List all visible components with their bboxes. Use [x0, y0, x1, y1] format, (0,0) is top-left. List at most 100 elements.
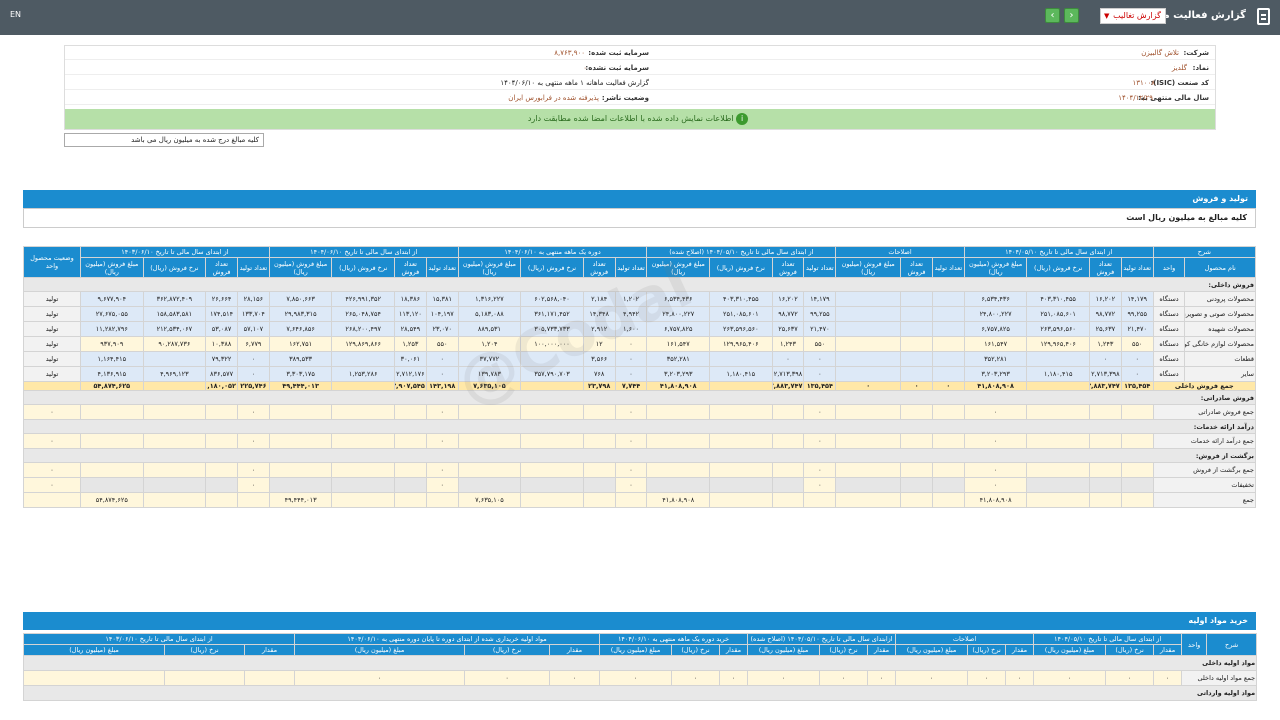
- amounts-note: کلیه مبالغ درج شده به میلیون ریال می باش…: [64, 133, 264, 147]
- product-unit: دستگاه: [1152, 336, 1186, 352]
- cell-value: ۷,۶۴۶,۸۵۶: [268, 321, 333, 337]
- cell-value: ۰: [425, 404, 459, 420]
- cell-value: [900, 336, 933, 352]
- category-returns-label: برگشت از فروش:: [23, 448, 1256, 463]
- cell-value: [1026, 433, 1090, 449]
- cell-value: ۱۳۳,۷۰۴: [236, 306, 270, 322]
- cell-value: ۱۱۳,۱۲۰: [393, 306, 427, 322]
- cell-value: [835, 366, 902, 382]
- cell-value: ۱۶,۲۰۲: [1088, 291, 1122, 307]
- next-button[interactable]: ›: [1064, 8, 1079, 23]
- cell-value: [931, 351, 965, 367]
- cell-value: [520, 462, 584, 478]
- report-type-select[interactable]: ▼ گزارش تغالیب: [1100, 8, 1166, 24]
- rm-subheader-rate: نرخ (ریال): [1105, 644, 1155, 656]
- cell-value: ۱۶۱,۵۴۷: [646, 336, 711, 352]
- sum-services-row-label: جمع درآمد ارائه خدمات: [1152, 433, 1257, 449]
- cell-value: ۰: [963, 433, 1028, 449]
- cell-value: ۰: [425, 462, 459, 478]
- cell-value: [900, 462, 933, 478]
- cell-value: ۲,۷۱۳,۳۹۸: [1088, 366, 1122, 382]
- cell-value: ۰: [22, 433, 82, 449]
- cell-value: ۱,۱۶۴,۴۱۵: [80, 351, 144, 367]
- cell-value: [393, 492, 427, 508]
- language-toggle[interactable]: EN: [10, 10, 22, 19]
- cell-value: ۶,۷۷۹: [236, 336, 270, 352]
- cell-value: ۲۴,۸۰۰,۲۲۷: [963, 306, 1028, 322]
- cell-value: [835, 477, 902, 493]
- header-ytd-last-year: از ابتدای سال مالی تا تاریخ ۱۴۰۳/۰۶/۱۰: [80, 246, 270, 258]
- cell-value: [80, 477, 144, 493]
- cell-value: ۱,۲۴۳: [771, 336, 805, 352]
- cell-value: ۱۸,۳۸۶: [393, 291, 427, 307]
- isic-value: ۱۳۱۰۰۸: [1132, 79, 1155, 87]
- cell-value: ۲۱,۴۷۰: [1120, 321, 1154, 337]
- cell-value: ۲۵,۶۳۷: [1088, 321, 1122, 337]
- subheader-prod: تعداد تولید: [1120, 257, 1154, 278]
- cell-value: ۰: [1120, 366, 1154, 382]
- cell-value: ۰: [1088, 351, 1122, 367]
- table-row: محصولات صوتی و تصویری دستگاه ۹۹,۲۵۵ ۹۸,۷۷۲ ۲…: [22, 306, 1256, 322]
- cell-value: ۰: [771, 351, 805, 367]
- total-label: جمع: [1152, 492, 1257, 508]
- cell-value: [205, 462, 238, 478]
- cell-value: ۱۰,۳۸۸: [205, 336, 238, 352]
- cell-value: ۳۵۲,۲۸۱: [963, 351, 1028, 367]
- cell-value: [457, 462, 522, 478]
- rm-subheader-qty: مقدار: [244, 644, 296, 656]
- cell-value: ۲,۸۸۳,۷۴۷: [771, 381, 805, 391]
- cell-value: [1026, 404, 1090, 420]
- info-row-symbol: نماد: گلدیز سرمایه ثبت نشده: ۰: [65, 62, 1215, 75]
- subheader-amount: مبلغ فروش (میلیون ریال): [963, 257, 1028, 278]
- cell-value: ۰: [1033, 670, 1107, 686]
- cell-value: [331, 477, 395, 493]
- cell-value: ۲۸,۵۴۹: [393, 321, 427, 337]
- cell-value: ۲۵,۶۳۷: [771, 321, 805, 337]
- cell-value: ۹۸,۷۷۲: [771, 306, 805, 322]
- rm-subheader-rate: نرخ (ریال): [819, 644, 869, 656]
- subheader-prod: تعداد تولید: [803, 257, 837, 278]
- cell-value: ۳۸۹,۵۳۳: [268, 351, 333, 367]
- cell-value: [709, 433, 773, 449]
- rm-subheader-qty: مقدار: [549, 644, 601, 656]
- sum-domestic-row: جمع فروش داخلی ۱۳۵,۴۵۴ ۲,۸۸۳,۷۴۷ ۴۱,۸۰۸,۹۰۸…: [22, 381, 1257, 391]
- cell-value: [457, 433, 522, 449]
- cell-value: [931, 336, 965, 352]
- prev-button[interactable]: ‹: [1045, 8, 1060, 23]
- cell-value: ۴۰۳,۳۱۰,۴۵۵: [709, 291, 773, 307]
- cell-value: [835, 351, 902, 367]
- cell-value: [582, 462, 616, 478]
- cell-value: ۱۴,۳۴۸: [582, 306, 616, 322]
- product-unit: دستگاه: [1152, 306, 1186, 322]
- info-row-isic: کد صنعت (ISIC): ۱۳۱۰۰۸ گزارش فعالیت ماها…: [65, 77, 1215, 90]
- cell-value: ۹۹,۲۵۵: [1120, 306, 1154, 322]
- rm-subheader-amount: مبلغ (میلیون ریال): [294, 644, 466, 656]
- cell-value: [709, 404, 773, 420]
- cell-value: [1088, 433, 1122, 449]
- rm-subheader-rate: نرخ (ریال): [164, 644, 246, 656]
- cell-value: [457, 477, 522, 493]
- subheader-name: نام محصول: [1184, 257, 1256, 278]
- report-type-value: گزارش تغالیب: [1113, 11, 1161, 20]
- cell-value: ۲۵۱,۰۸۵,۶۰۱: [709, 306, 773, 322]
- cell-value: ۲۶۵,۰۴۸,۷۵۴: [331, 306, 395, 322]
- cell-value: ۰: [803, 462, 837, 478]
- cell-value: [268, 477, 333, 493]
- cell-value: [1026, 381, 1090, 391]
- cell-value: ۱۷۴,۵۱۴: [205, 306, 238, 322]
- cell-value: ۲۶۳,۵۹۶,۵۶۰: [1026, 321, 1090, 337]
- raw-materials-table: شرح واحد از ابتدای سال مالی تا تاریخ ۱۴۰…: [22, 633, 1258, 701]
- header-ytd-prev: از ابتدای سال مالی تا تاریخ ۱۴۰۴/۰۵/۱۰: [963, 246, 1154, 258]
- subheader-prod: تعداد تولید: [425, 257, 459, 278]
- cell-value: ۲,۷۱۳,۳۹۸: [771, 366, 805, 382]
- cell-value: ۱۲۹,۹۶۵,۴۰۶: [1026, 336, 1090, 352]
- cell-value: ۱۵۸,۵۸۳,۵۸۱: [142, 306, 207, 322]
- cell-value: ۵۵۰: [425, 336, 459, 352]
- sum-domestic-label: جمع فروش داخلی: [1152, 381, 1257, 391]
- cell-value: [709, 477, 773, 493]
- cell-value: ۴۱,۸۰۸,۹۰۸: [646, 492, 711, 508]
- cell-value: ۰: [549, 670, 601, 686]
- product-unit: دستگاه: [1152, 351, 1186, 367]
- cell-value: ۳,۵۶۶: [582, 351, 616, 367]
- cell-value: [520, 477, 584, 493]
